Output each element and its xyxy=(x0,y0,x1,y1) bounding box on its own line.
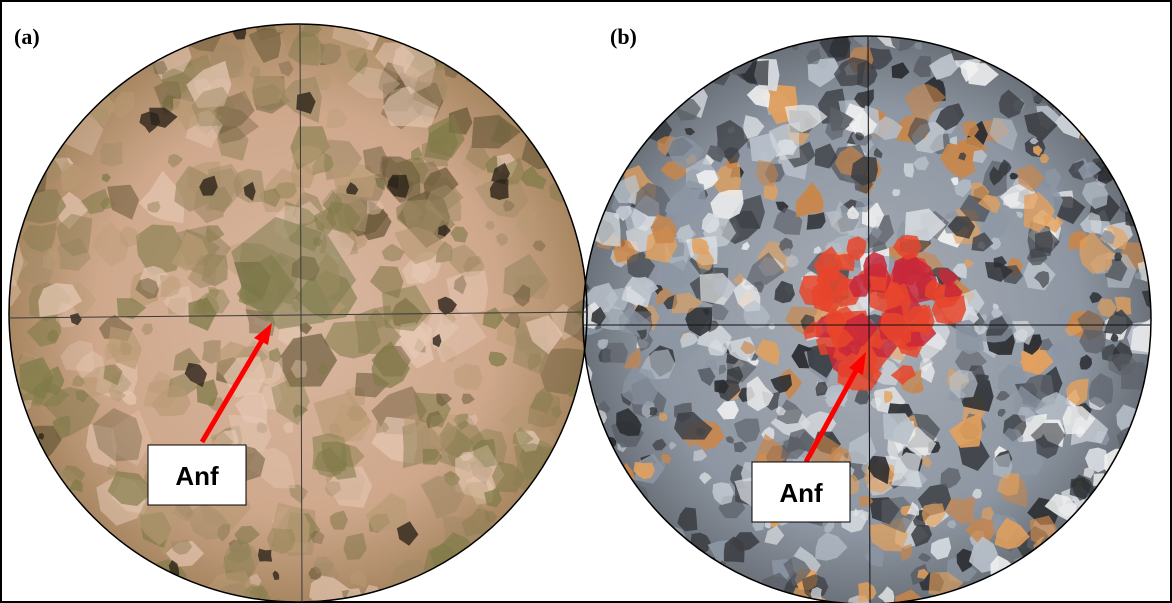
grain xyxy=(258,549,272,562)
grain xyxy=(100,142,123,167)
figure: (a) (b) Anf Anf xyxy=(0,0,1172,603)
panel-label: (a) xyxy=(14,24,40,49)
panel-label: (b) xyxy=(610,24,637,49)
grain xyxy=(914,43,922,50)
grain xyxy=(932,295,967,324)
annotation-label: Anf xyxy=(779,478,823,508)
annotation-label: Anf xyxy=(175,461,219,491)
